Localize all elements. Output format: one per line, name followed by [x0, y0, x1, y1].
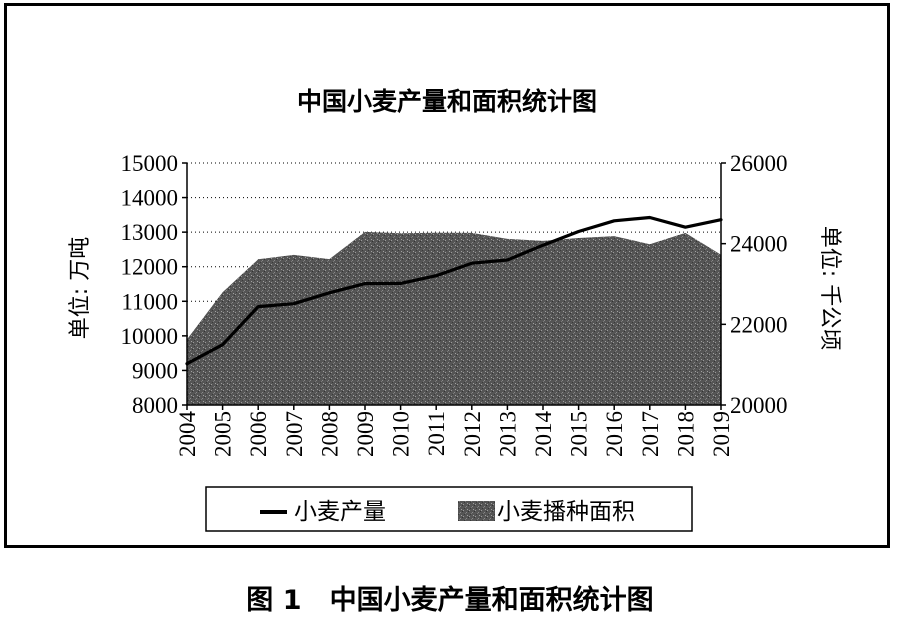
x-tick-label: 2009 [353, 411, 378, 457]
right-tick-label: 20000 [730, 393, 788, 418]
x-tick-label: 2004 [175, 411, 200, 458]
x-tick-label: 2007 [282, 411, 307, 457]
chart-title: 中国小麦产量和面积统计图 [297, 87, 597, 116]
right-axis-ticks: 20000 22000 24000 26000 [721, 151, 788, 418]
left-axis-ticks: 8000 9000 10000 11000 12000 13000 14000 15000 [121, 151, 187, 418]
x-tick-label: 2015 [567, 411, 592, 457]
legend: 小麦产量 小麦播种面积 [205, 486, 693, 532]
chart-svg: 中国小麦产量和面积统计图 8000 9000 10000 11000 12000 1300… [68, 87, 842, 532]
line-series-layer [185, 215, 723, 366]
x-tick-label: 2017 [638, 411, 663, 457]
x-axis-ticks: 2004 2005 2006 2007 2008 2009 2010 2011 2012 2013… [175, 405, 734, 457]
legend-label-area: 小麦播种面积 [497, 499, 635, 525]
x-tick-label: 2006 [246, 411, 271, 457]
right-tick-label: 26000 [730, 151, 788, 176]
left-axis-label: 单位: 万吨 [68, 237, 93, 339]
right-tick-label: 24000 [730, 232, 788, 257]
chart-frame: 中国小麦产量和面积统计图 8000 9000 10000 11000 12000 1300… [4, 3, 890, 548]
left-tick-label: 14000 [121, 186, 179, 211]
x-tick-label: 2011 [424, 411, 449, 456]
legend-area-swatch [458, 501, 495, 521]
right-axis-label: 单位: 千公顷 [817, 226, 842, 350]
area-series-layer [187, 231, 721, 405]
x-tick-label: 2019 [709, 411, 734, 457]
figure-caption: 图 1 中国小麦产量和面积统计图 [246, 585, 654, 616]
line-series-production [185, 215, 723, 366]
left-tick-label: 8000 [132, 393, 178, 418]
x-tick-label: 2018 [673, 411, 698, 457]
left-tick-label: 11000 [121, 289, 178, 314]
x-tick-label: 2014 [531, 411, 556, 458]
left-tick-label: 15000 [121, 151, 179, 176]
legend-label-production: 小麦产量 [294, 499, 386, 525]
area-series-sown-area [187, 231, 721, 405]
x-tick-label: 2012 [460, 411, 485, 457]
right-tick-label: 22000 [730, 312, 788, 337]
x-tick-label: 2008 [317, 411, 342, 457]
left-tick-label: 10000 [121, 324, 179, 349]
axes [186, 163, 722, 406]
left-tick-label: 12000 [121, 255, 179, 280]
legend-box [205, 486, 693, 532]
x-tick-label: 2013 [495, 411, 520, 457]
left-tick-label: 9000 [132, 358, 178, 383]
x-tick-label: 2005 [211, 411, 236, 457]
x-tick-label: 2010 [389, 411, 414, 457]
x-tick-label: 2016 [602, 411, 627, 457]
left-tick-label: 13000 [121, 220, 179, 245]
